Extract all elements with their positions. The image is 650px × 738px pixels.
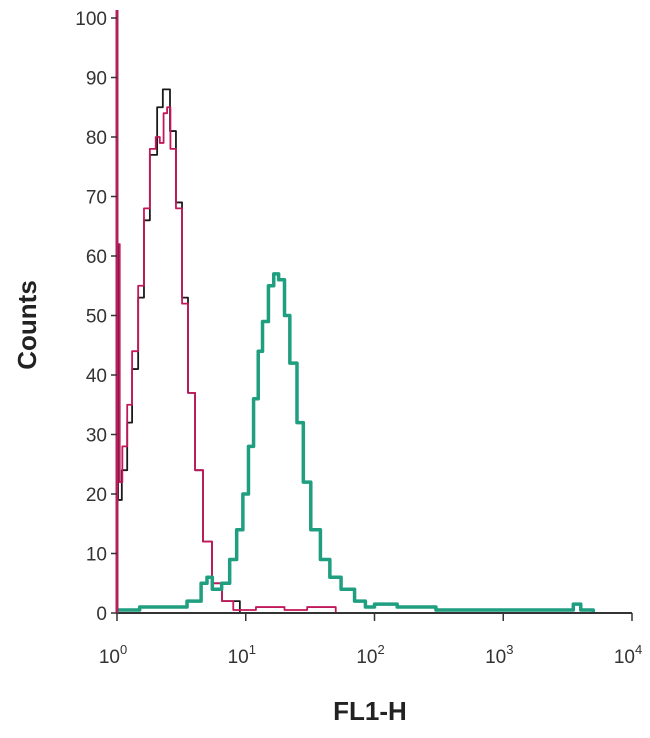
y-axis-label: Counts (12, 280, 42, 370)
x-tick-base: 10 (356, 647, 377, 668)
x-tick-exponent: 0 (120, 642, 127, 657)
x-tick-label: 102 (356, 642, 384, 668)
y-ticks: 0 10 20 30 40 50 60 70 80 90 100 (75, 9, 117, 625)
x-tick-exponent: 4 (635, 642, 642, 657)
x-tick-exponent: 3 (506, 642, 513, 657)
y-tick-label: 70 (86, 188, 107, 209)
x-tick-base: 10 (485, 647, 506, 668)
y-tick-label: 20 (86, 485, 107, 506)
x-ticks: 100 101 102 103 104 (99, 613, 642, 668)
histogram-series-3 (117, 272, 595, 613)
y-tick-label: 60 (86, 247, 107, 268)
x-tick-label: 101 (228, 642, 256, 668)
x-tick-label: 104 (614, 642, 642, 668)
y-tick-label: 0 (96, 604, 107, 625)
y-tick-label: 50 (86, 307, 107, 328)
x-tick-label: 100 (99, 642, 127, 668)
y-tick-label: 90 (86, 69, 107, 90)
y-tick-label: 100 (75, 9, 107, 30)
x-tick-label: 103 (485, 642, 513, 668)
x-tick-exponent: 1 (249, 642, 256, 657)
x-tick-base: 10 (228, 647, 249, 668)
histogram-series-1 (116, 88, 375, 614)
y-tick-label: 30 (86, 426, 107, 447)
y-tick-label: 10 (86, 545, 107, 566)
x-axis-label: FL1-H (333, 696, 407, 726)
y-tick-label: 40 (86, 366, 107, 387)
histogram-series-2 (116, 106, 375, 614)
x-tick-base: 10 (614, 647, 635, 668)
x-tick-base: 10 (99, 647, 120, 668)
y-tick-label: 80 (86, 128, 107, 149)
series-layer (116, 88, 595, 614)
x-tick-exponent: 2 (377, 642, 384, 657)
